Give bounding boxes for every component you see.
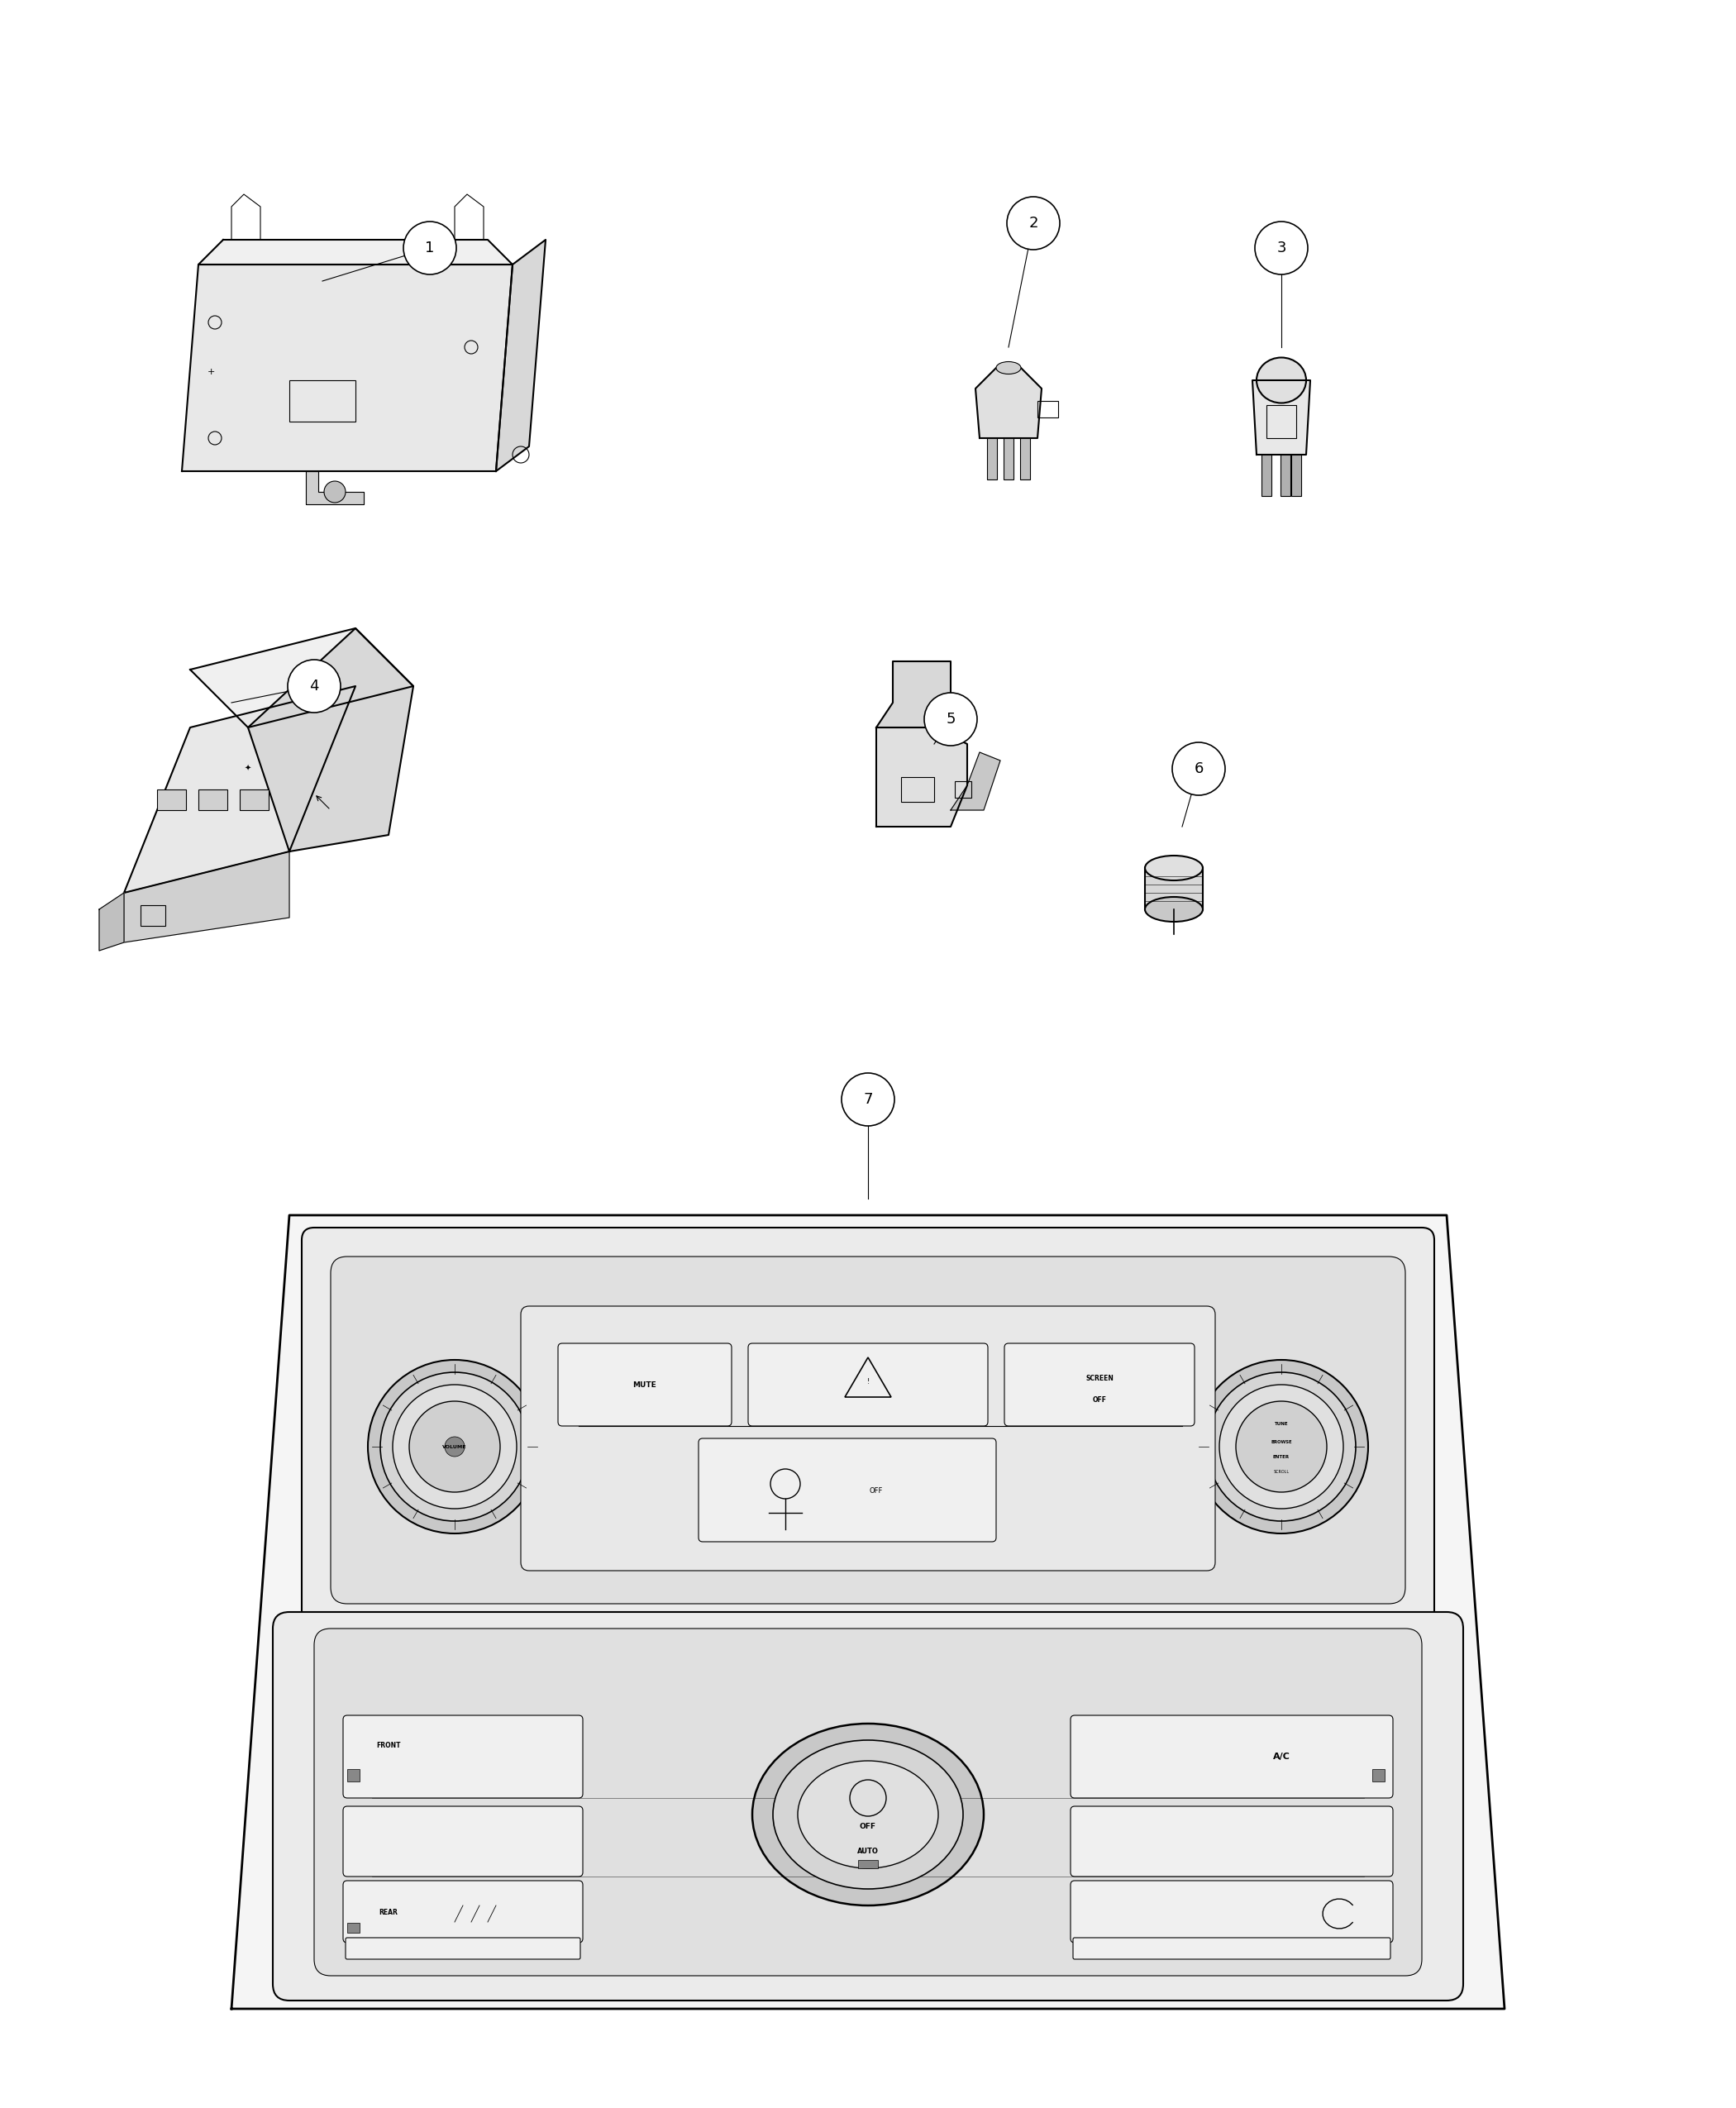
Circle shape xyxy=(380,1372,529,1522)
Text: 2: 2 xyxy=(1028,215,1038,230)
Circle shape xyxy=(1219,1385,1344,1509)
Text: FRONT: FRONT xyxy=(377,1741,401,1750)
Ellipse shape xyxy=(1257,358,1305,403)
Text: 6: 6 xyxy=(1194,761,1203,776)
FancyBboxPatch shape xyxy=(1071,1807,1392,1876)
Text: SCROLL: SCROLL xyxy=(1274,1469,1290,1473)
FancyBboxPatch shape xyxy=(344,1880,583,1944)
Circle shape xyxy=(1172,742,1226,795)
Ellipse shape xyxy=(799,1760,937,1868)
FancyBboxPatch shape xyxy=(314,1629,1422,1975)
Circle shape xyxy=(1007,196,1059,249)
Text: OFF: OFF xyxy=(870,1486,884,1495)
Circle shape xyxy=(325,481,345,502)
Text: 4: 4 xyxy=(309,679,319,694)
Ellipse shape xyxy=(996,363,1021,373)
Circle shape xyxy=(410,1402,500,1492)
Circle shape xyxy=(444,1438,465,1457)
Polygon shape xyxy=(877,727,967,826)
Polygon shape xyxy=(198,240,512,264)
Text: +: + xyxy=(207,369,215,375)
Bar xyxy=(1281,455,1290,495)
Text: 1: 1 xyxy=(425,240,434,255)
Bar xyxy=(198,790,227,809)
Bar xyxy=(156,790,186,809)
Text: VOLUME: VOLUME xyxy=(443,1444,467,1448)
FancyBboxPatch shape xyxy=(330,1256,1406,1604)
Bar xyxy=(1371,1769,1385,1781)
Bar xyxy=(901,778,934,801)
Bar xyxy=(1267,405,1297,438)
FancyBboxPatch shape xyxy=(698,1438,996,1541)
Bar xyxy=(1021,438,1029,479)
FancyBboxPatch shape xyxy=(557,1343,731,1425)
Circle shape xyxy=(1207,1372,1356,1522)
Bar xyxy=(858,1859,878,1868)
Polygon shape xyxy=(306,472,365,504)
Circle shape xyxy=(403,221,457,274)
Polygon shape xyxy=(231,1214,1505,2009)
Polygon shape xyxy=(976,369,1042,438)
FancyBboxPatch shape xyxy=(1005,1343,1194,1425)
Bar xyxy=(347,1769,359,1781)
Text: OFF: OFF xyxy=(1092,1398,1106,1404)
Bar xyxy=(988,438,996,479)
Text: A/C: A/C xyxy=(1272,1752,1290,1760)
Circle shape xyxy=(1255,221,1307,274)
Circle shape xyxy=(1236,1402,1326,1492)
Text: !: ! xyxy=(866,1379,870,1385)
FancyBboxPatch shape xyxy=(302,1227,1434,1625)
Text: REAR: REAR xyxy=(378,1908,398,1916)
Bar xyxy=(1262,455,1271,495)
FancyBboxPatch shape xyxy=(344,1716,583,1798)
FancyBboxPatch shape xyxy=(345,1937,580,1958)
Polygon shape xyxy=(1252,379,1311,455)
Bar xyxy=(955,782,972,797)
Text: OFF: OFF xyxy=(859,1823,877,1830)
Circle shape xyxy=(1194,1360,1368,1533)
Bar xyxy=(1003,438,1014,479)
Ellipse shape xyxy=(1146,896,1203,921)
FancyBboxPatch shape xyxy=(748,1343,988,1425)
Circle shape xyxy=(842,1073,894,1126)
Polygon shape xyxy=(951,753,1000,809)
Polygon shape xyxy=(877,662,951,727)
Text: TUNE: TUNE xyxy=(1274,1421,1288,1425)
Text: 3: 3 xyxy=(1276,240,1286,255)
Polygon shape xyxy=(123,685,356,894)
Polygon shape xyxy=(496,240,545,472)
Text: 7: 7 xyxy=(863,1092,873,1107)
Text: SCREEN: SCREEN xyxy=(1085,1374,1113,1383)
Circle shape xyxy=(392,1385,517,1509)
Circle shape xyxy=(924,694,977,746)
FancyBboxPatch shape xyxy=(1073,1937,1391,1958)
Circle shape xyxy=(288,660,340,713)
Polygon shape xyxy=(182,264,512,472)
Bar xyxy=(1146,868,1203,909)
Ellipse shape xyxy=(773,1739,963,1889)
Bar xyxy=(1292,455,1302,495)
Bar xyxy=(240,790,269,809)
Bar xyxy=(347,1922,359,1933)
Bar xyxy=(290,379,356,422)
Polygon shape xyxy=(123,852,290,942)
Circle shape xyxy=(368,1360,542,1533)
Polygon shape xyxy=(99,894,123,951)
Polygon shape xyxy=(191,628,413,727)
Text: ✦: ✦ xyxy=(245,765,252,774)
FancyBboxPatch shape xyxy=(1071,1880,1392,1944)
Text: 5: 5 xyxy=(946,713,955,727)
Text: BROWSE: BROWSE xyxy=(1271,1440,1292,1444)
Ellipse shape xyxy=(1146,856,1203,881)
Ellipse shape xyxy=(752,1724,984,1906)
Text: MUTE: MUTE xyxy=(634,1381,656,1389)
FancyBboxPatch shape xyxy=(273,1613,1463,2000)
Text: ENTER: ENTER xyxy=(1272,1455,1290,1459)
FancyBboxPatch shape xyxy=(521,1307,1215,1570)
Text: AUTO: AUTO xyxy=(858,1849,878,1855)
Polygon shape xyxy=(248,628,413,852)
Bar xyxy=(141,904,165,925)
FancyBboxPatch shape xyxy=(1071,1716,1392,1798)
FancyBboxPatch shape xyxy=(344,1807,583,1876)
